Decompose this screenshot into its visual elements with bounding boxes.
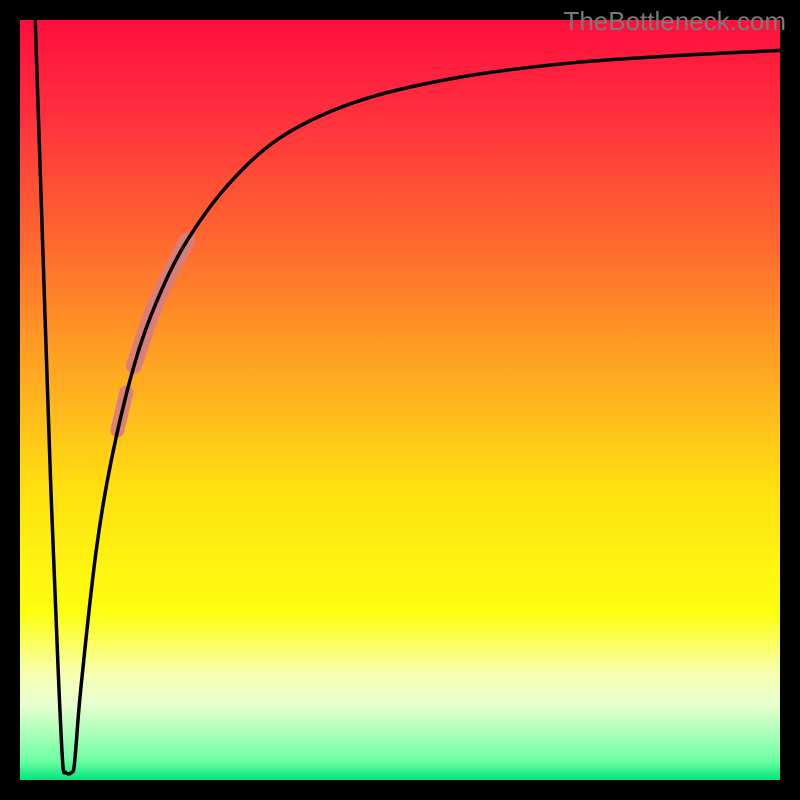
bottleneck-chart	[0, 0, 800, 800]
chart-plot-bg	[20, 20, 780, 780]
chart-container: TheBottleneck.com	[0, 0, 800, 800]
